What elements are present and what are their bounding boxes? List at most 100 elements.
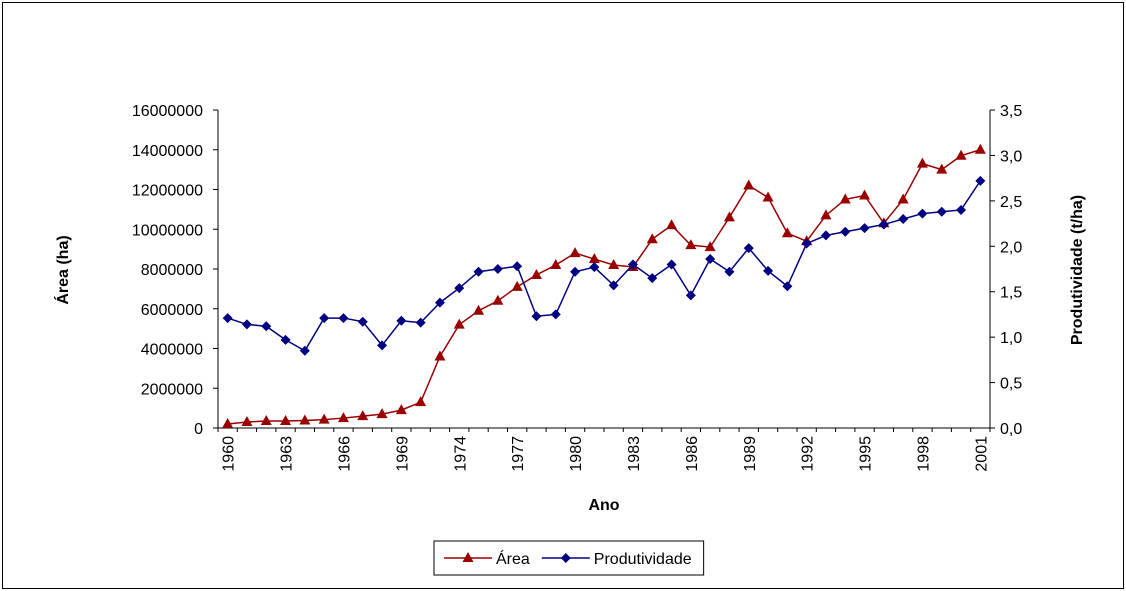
marker (492, 264, 503, 274)
marker (588, 253, 600, 264)
marker (646, 233, 658, 244)
marker (241, 319, 252, 330)
marker (319, 313, 330, 324)
marker (955, 149, 967, 160)
marker (415, 396, 427, 407)
marker (820, 230, 831, 241)
marker (337, 412, 349, 423)
marker (473, 266, 484, 277)
marker (589, 262, 600, 273)
marker (820, 209, 832, 220)
marker (685, 239, 697, 250)
marker (531, 311, 542, 322)
y2-tick-label: 0,5 (1000, 376, 1022, 393)
marker (260, 415, 272, 426)
marker (462, 552, 474, 562)
marker (395, 404, 407, 415)
marker (560, 553, 571, 563)
marker (723, 211, 735, 222)
marker (280, 334, 291, 345)
y-axis-title: Área (ha) (53, 235, 72, 304)
marker (898, 214, 909, 225)
marker (280, 415, 292, 426)
marker (762, 191, 774, 202)
marker (377, 340, 388, 351)
y2-axis-title: Produtividade (t/ha) (1069, 195, 1086, 345)
x-tick-label: 1998 (915, 436, 932, 472)
marker (222, 418, 234, 429)
marker (550, 259, 562, 270)
line (227, 180, 981, 352)
marker (492, 294, 504, 305)
marker (801, 238, 812, 249)
x-tick-label: 1995 (858, 436, 875, 472)
x-tick-label: 1977 (510, 436, 527, 472)
marker (859, 189, 871, 200)
marker (685, 290, 696, 301)
marker (453, 318, 465, 329)
marker (608, 280, 619, 291)
marker (975, 175, 986, 186)
y-tick-label: 2000000 (141, 381, 203, 398)
marker (705, 254, 716, 265)
marker (454, 283, 465, 294)
y-tick-label: 6000000 (141, 302, 203, 319)
x-tick-label: 1966 (336, 436, 353, 472)
marker (530, 268, 542, 279)
marker (376, 408, 388, 419)
legend-label: Área (496, 549, 530, 568)
y2-tick-label: 2,0 (1000, 239, 1022, 256)
x-tick-label: 1963 (279, 436, 296, 472)
marker (415, 317, 426, 328)
marker (704, 241, 716, 252)
y-tick-label: 12000000 (132, 183, 203, 200)
marker (974, 143, 986, 154)
marker (666, 219, 678, 230)
y2-tick-label: 2,5 (1000, 194, 1022, 211)
x-tick-label: 1986 (684, 436, 701, 472)
marker (338, 313, 349, 324)
marker (763, 265, 774, 276)
marker (743, 179, 755, 190)
x-tick-label: 1980 (568, 436, 585, 472)
marker (550, 309, 561, 320)
y2-tick-label: 3,5 (1000, 103, 1022, 120)
y-tick-label: 16000000 (132, 103, 203, 120)
legend-label: Produtividade (594, 551, 692, 568)
marker (839, 193, 851, 204)
line (227, 149, 981, 425)
marker (916, 157, 928, 168)
marker (299, 345, 310, 356)
marker (434, 350, 446, 361)
y2-tick-label: 1,5 (1000, 285, 1022, 302)
marker (936, 206, 947, 217)
x-tick-label: 2001 (973, 436, 990, 472)
x-tick-label: 1974 (452, 436, 469, 472)
y-tick-label: 14000000 (132, 143, 203, 160)
marker (569, 247, 581, 258)
marker (318, 413, 330, 424)
marker (357, 410, 369, 421)
y-tick-label: 0 (194, 421, 203, 438)
x-tick-label: 1983 (626, 436, 643, 472)
marker (781, 227, 793, 238)
marker (357, 316, 368, 327)
marker (859, 223, 870, 234)
x-axis-title: Ano (588, 497, 619, 514)
marker (241, 416, 253, 427)
marker (261, 321, 272, 332)
y2-tick-label: 1,0 (1000, 330, 1022, 347)
marker (627, 259, 638, 270)
marker (724, 266, 735, 277)
y2-tick-label: 3,0 (1000, 148, 1022, 165)
y2-tick-label: 0,0 (1000, 421, 1022, 438)
marker (782, 281, 793, 292)
x-tick-label: 1960 (221, 436, 238, 472)
marker (647, 273, 658, 284)
y-tick-label: 8000000 (141, 262, 203, 279)
x-tick-label: 1969 (394, 436, 411, 472)
y-tick-label: 4000000 (141, 342, 203, 359)
marker (299, 414, 311, 425)
